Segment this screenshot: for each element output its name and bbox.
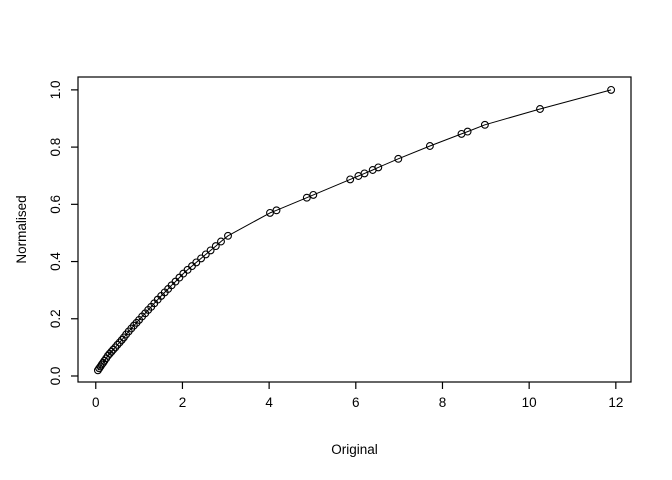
x-tick-label: 2 [179, 395, 187, 410]
data-point [374, 163, 383, 172]
x-tick-label: 4 [265, 395, 273, 410]
data-point [607, 85, 616, 94]
data-point [107, 347, 116, 356]
x-tick-label: 10 [522, 395, 537, 410]
y-tick-label: 0.6 [48, 195, 63, 214]
x-tick-label: 6 [352, 395, 360, 410]
x-tick-label: 12 [608, 395, 623, 410]
data-point [272, 206, 281, 215]
plot-border [77, 76, 632, 383]
y-tick-label: 1.0 [48, 80, 63, 99]
data-point [109, 345, 118, 354]
y-tick-label: 0.8 [48, 138, 63, 157]
data-point [211, 242, 220, 251]
data-point [266, 208, 274, 217]
data-point [117, 335, 126, 344]
data-point [224, 231, 232, 240]
data-point [309, 190, 318, 199]
data-point [425, 142, 434, 150]
x-tick-label: 8 [439, 395, 447, 410]
y-tick-label: 0.4 [48, 252, 63, 271]
data-point [206, 246, 215, 255]
data-point [113, 340, 122, 349]
series-line [97, 89, 612, 371]
data-point [217, 237, 225, 246]
data-point [111, 343, 120, 352]
data-point [302, 193, 311, 202]
data-point [480, 120, 489, 129]
data-point [463, 127, 472, 136]
y-tick-label: 0.2 [48, 309, 63, 328]
data-point [394, 154, 403, 163]
data-point [201, 250, 210, 259]
data-point [192, 258, 201, 267]
data-point [197, 254, 206, 263]
y-axis-title: Normalised [14, 195, 29, 263]
data-point [536, 105, 544, 113]
y-tick-label: 0.0 [48, 367, 63, 386]
x-axis-title: Original [331, 442, 378, 457]
data-point [346, 175, 355, 184]
data-point [360, 169, 369, 178]
x-tick-label: 0 [92, 395, 100, 410]
data-point [115, 338, 124, 347]
